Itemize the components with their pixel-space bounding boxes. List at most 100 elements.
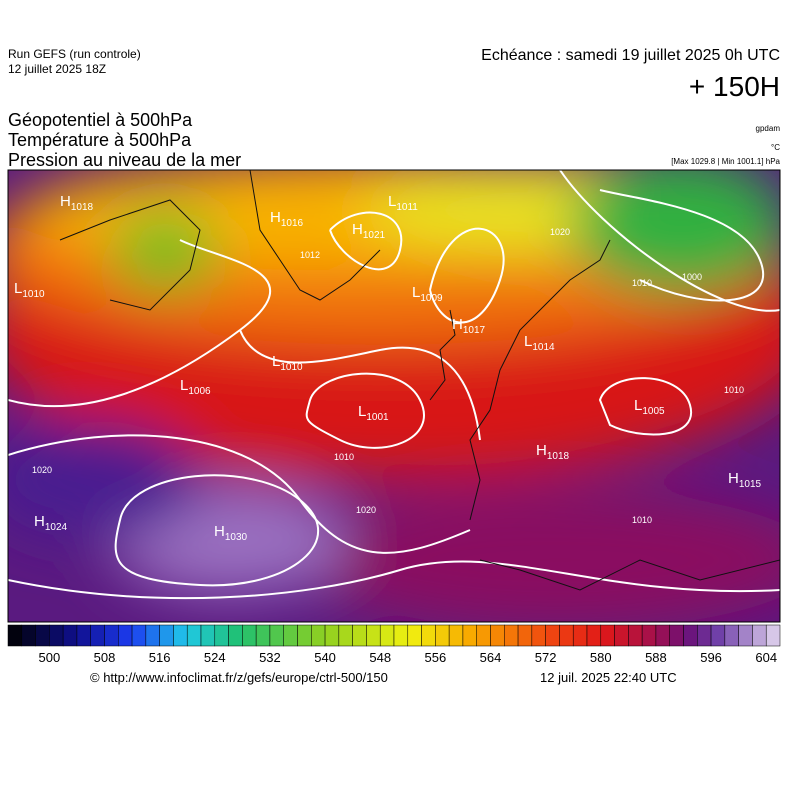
colorbar-tick-label: 508: [94, 650, 116, 665]
pressure-center: L1010: [14, 280, 45, 300]
colorbar-cell: [76, 624, 91, 647]
field-title: Géopotentiel à 500hPa: [8, 110, 193, 130]
isobar: [8, 239, 271, 408]
center-value: 1009: [420, 293, 443, 304]
isobar: [559, 170, 780, 312]
colorbar-cell: [710, 624, 726, 647]
center-value: 1018: [71, 202, 94, 213]
center-letter: H: [214, 523, 225, 540]
colorbar-cell: [366, 624, 381, 647]
colorbar-tick-label: 596: [700, 650, 722, 665]
center-letter: H: [452, 316, 463, 333]
colorbar-cell: [476, 624, 491, 647]
colorbar-cell: [324, 624, 340, 647]
pressure-center: L1009: [412, 284, 443, 304]
coastlines: [59, 170, 780, 591]
colorbar-tick-label: 556: [425, 650, 447, 665]
isobar: [429, 227, 505, 324]
colorbar-cell: [435, 624, 450, 647]
center-value: 1030: [225, 532, 248, 543]
field-title: Pression au niveau de la mer: [8, 150, 241, 170]
run-label: Run GEFS (run controle): [8, 47, 141, 61]
colorbar-cell: [752, 624, 767, 647]
colorbar-cell: [421, 624, 436, 647]
center-letter: L: [412, 284, 420, 301]
isobar-label: 1020: [32, 465, 52, 475]
pressure-center: H1017: [452, 316, 486, 336]
colorbar-cell: [379, 624, 395, 647]
colorbar-tick-label: 516: [149, 650, 171, 665]
center-letter: L: [14, 280, 22, 297]
colorbar-cell: [683, 624, 698, 647]
center-value: 1024: [45, 522, 68, 533]
colorbar-cell: [242, 624, 257, 647]
isobar-label: 1010: [632, 278, 652, 288]
colorbar-cell: [724, 624, 739, 647]
center-letter: L: [524, 333, 532, 350]
colorbar-cell: [159, 624, 174, 647]
colorbar-cell: [186, 624, 202, 647]
colorbar-cell: [559, 624, 574, 647]
colorbar-tick-label: 580: [590, 650, 612, 665]
colorbar-cell: [118, 624, 133, 647]
field-title: Température à 500hPa: [8, 130, 192, 150]
isobar: [8, 434, 471, 554]
coastline: [429, 309, 456, 401]
center-letter: H: [60, 193, 71, 210]
colorbar-cell: [628, 624, 643, 647]
isobars: [8, 170, 780, 600]
center-value: 1010: [280, 362, 303, 373]
generated-time: 12 juil. 2025 22:40 UTC: [540, 670, 677, 685]
coastline: [469, 239, 611, 521]
colorbar-cell: [490, 624, 505, 647]
colorbar-tick-label: 524: [204, 650, 226, 665]
pressure-center: L1006: [180, 377, 211, 397]
coastline: [249, 170, 381, 301]
center-letter: L: [358, 403, 366, 420]
isobar: [305, 372, 425, 449]
colorbar-cell: [214, 624, 229, 647]
center-value: 1018: [547, 451, 570, 462]
center-letter: H: [536, 442, 547, 459]
colorbar-tick-label: 572: [535, 650, 557, 665]
colorbar-cell: [504, 624, 519, 647]
isobar-label: 1010: [334, 452, 354, 462]
colorbar-tick-label: 500: [39, 650, 61, 665]
coastline: [59, 199, 201, 311]
isobar-label: 1012: [300, 250, 320, 260]
colorbar: 500 508 516 524 532 540 548 556 564 572 580 588 596 6…: [7, 624, 781, 665]
center-value: 1015: [739, 479, 762, 490]
colorbar-cell: [393, 624, 409, 647]
colorbar-cell: [545, 624, 560, 647]
map: [8, 170, 780, 622]
colorbar-cell: [90, 624, 105, 647]
isobar: [8, 560, 780, 600]
center-value: 1014: [532, 342, 555, 353]
colorbar-cell: [352, 624, 367, 647]
pressure-center: L1001: [358, 403, 389, 423]
colorbar-cell: [600, 624, 615, 647]
colorbar-cell: [255, 624, 271, 647]
center-value: 1001: [366, 412, 389, 423]
unit-label: [Max 1029.8 | Min 1001.1] hPa: [671, 157, 780, 166]
center-value: 1017: [463, 325, 486, 336]
pressure-center: H1024: [34, 513, 68, 533]
colorbar-cell: [407, 624, 422, 647]
isobar: [598, 377, 693, 436]
colorbar-cell: [531, 624, 546, 647]
colorbar-cell: [200, 624, 216, 647]
lead-time: + 150H: [689, 71, 780, 102]
colorbar-tick-label: 540: [314, 650, 336, 665]
colorbar-tick-label: 548: [369, 650, 391, 665]
colorbar-cell: [21, 624, 36, 647]
colorbar-cell: [641, 624, 657, 647]
colorbar-cell: [7, 624, 23, 647]
pressure-center: H1018: [536, 442, 570, 462]
pressure-center: H1021: [352, 221, 386, 241]
center-letter: H: [352, 221, 363, 238]
center-value: 1011: [396, 202, 418, 213]
isobar-label: 1020: [356, 505, 376, 515]
colorbar-cell: [104, 624, 119, 647]
